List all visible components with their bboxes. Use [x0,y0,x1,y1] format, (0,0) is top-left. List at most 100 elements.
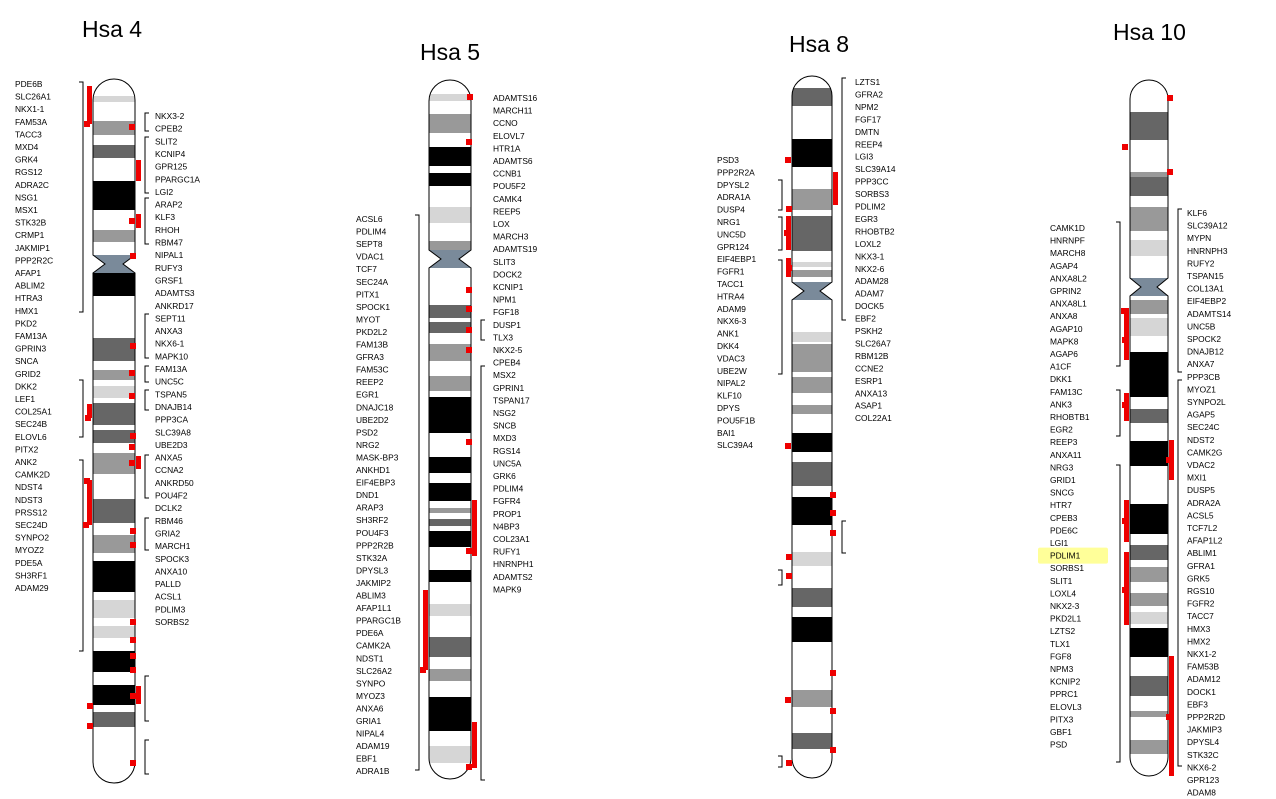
marker-square [130,253,136,259]
gene-label-right: ANXA7 [1187,359,1215,369]
gene-label-left: PSD2 [356,427,378,437]
synteny-bar [472,722,477,768]
chromosome-band [1130,545,1168,560]
gene-label-right: ADAM28 [855,276,889,286]
region-bracket [480,365,485,781]
gene-label-left: PDLIM4 [356,227,387,237]
region-bracket [778,259,783,375]
chromosome-outline [1129,79,1169,777]
gene-label-left: PKD2L2 [356,327,388,337]
chromosome-band [429,483,471,501]
gene-label-left: PDE5A [15,558,43,568]
gene-label-right: ADAM12 [1187,674,1221,684]
gene-label-right: RBM47 [155,238,183,248]
gene-label-right: MXD3 [493,433,517,443]
chromosome-band [93,430,135,443]
gene-label-left: LOXL4 [1050,588,1076,598]
gene-label-right: ANKRD17 [155,301,194,311]
gene-label-right: HMX3 [1187,624,1211,634]
region-bracket [1177,208,1182,373]
gene-label-left: CAMK2D [15,470,50,480]
marker-square [830,670,836,676]
synteny-bar [1124,552,1129,625]
gene-label-left: LGI1 [1050,538,1068,548]
gene-label-left: ARAP3 [356,503,384,513]
gene-label-left: ADAM19 [356,741,390,751]
gene-label-left: SNCA [15,356,39,366]
chromosome-band [93,386,135,398]
centromere [93,255,135,273]
gene-label-left: BAI1 [717,428,735,438]
gene-label-left: STK32A [356,553,388,563]
marker-square [1167,169,1173,175]
gene-label-right: KCNIP4 [155,149,186,159]
marker-square [130,528,136,534]
gene-label-right: FGF17 [855,114,881,124]
synteny-bar [1124,500,1129,542]
region-bracket [144,739,149,775]
gene-label-left: PITX2 [15,444,39,454]
gene-label-left: PRSS12 [15,507,47,517]
chromosome-band [429,114,471,133]
chromosome-band [429,322,471,333]
gene-label-left: FAM53A [15,117,48,127]
gene-label-left: GFRA3 [356,352,384,362]
gene-label-left: ADRA2C [15,180,49,190]
region-bracket [144,454,149,499]
chromosome-band [1130,740,1168,754]
synteny-bar [472,500,477,556]
gene-label-left: GRID2 [15,369,41,379]
gene-label-right: DUSP1 [493,320,521,330]
gene-label-left: DUSP4 [717,205,745,215]
chromosome-band [93,370,135,380]
gene-label-right: DOCK2 [493,269,522,279]
chromosome-title-hsa8: Hsa 8 [789,31,849,57]
gene-label-left: POU5F1B [717,415,756,425]
chromosome-band [93,651,135,672]
chromosome-band [792,617,832,642]
gene-label-left: PDE6B [15,79,43,89]
gene-label-right: HMX2 [1187,636,1211,646]
gene-label-right: PROP1 [493,509,522,519]
marker-square [830,492,836,498]
chromosome-band [93,403,135,425]
gene-label-left: ELOVL3 [1050,702,1082,712]
chromosome-band [93,712,135,727]
gene-label-right: ADAMTS16 [493,93,538,103]
gene-label-right: CCNE2 [855,363,884,373]
gene-label-right: DNAJB12 [1187,347,1224,357]
marker-square [466,764,472,770]
gene-label-right: N4BP3 [493,521,520,531]
chromosome-band [93,685,135,705]
gene-label-right: TSPAN15 [1187,271,1224,281]
chromosome-band [792,88,832,106]
chromosome-band [792,690,832,707]
gene-label-right: ELOVL7 [493,131,525,141]
gene-label-right: ANXA10 [155,566,187,576]
gene-label-right: RGS14 [493,446,521,456]
gene-label-right: FAM53B [1187,662,1220,672]
chromosome-band [792,139,832,167]
gene-label-right: EIF4EBP2 [1187,296,1226,306]
gene-label-left: ANKHD1 [356,465,390,475]
gene-label-right: KLF3 [155,212,175,222]
region-bracket [778,569,783,586]
chromosome-hsa10: Hsa 10 CAMK1D HNRNPF MARCH8 AGAP4 ANXA8L2 GPR… [1038,19,1232,798]
gene-label-right: PDLIM3 [155,604,186,614]
gene-label-left: DPYSL3 [356,565,388,575]
chromosome-band [1130,441,1168,466]
gene-label-left: EBF1 [356,754,377,764]
gene-label-right: DOCK5 [855,301,884,311]
chromosome-band [792,497,832,525]
gene-label-right: RGS10 [1187,586,1215,596]
gene-label-left: ANK2 [15,457,37,467]
gene-label-left: SORBS1 [1050,563,1084,573]
chromosome-band [792,733,832,749]
gene-label-right: EBF3 [1187,699,1208,709]
gene-label-left: ELOVL6 [15,432,47,442]
gene-label-right: SNCB [493,421,517,431]
chromosome-band [1130,240,1168,256]
chromosome-band [1130,676,1168,696]
gene-label-left: GBF1 [1050,727,1072,737]
gene-label-left: MAPK8 [1050,336,1079,346]
